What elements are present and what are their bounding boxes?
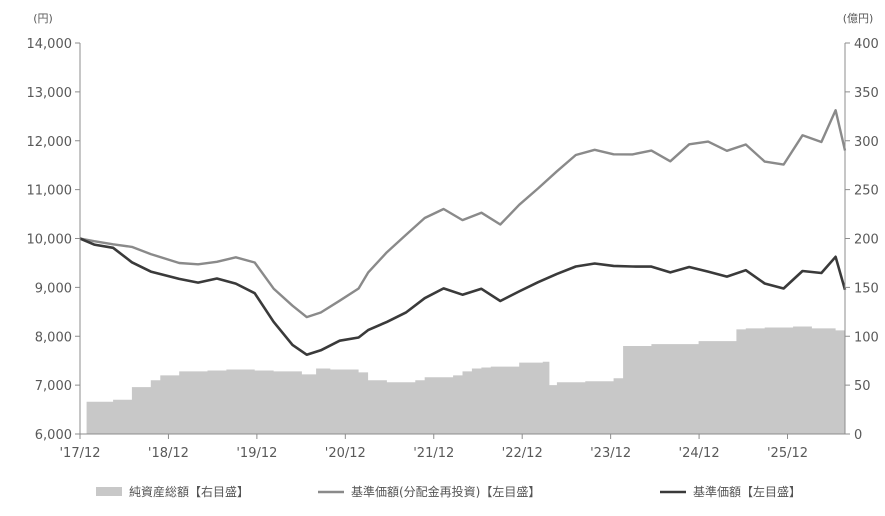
nav-line: [79, 237, 847, 356]
x-tick-label: '21/12: [413, 446, 454, 461]
right-tick-label: 150: [854, 281, 879, 296]
left-tick-label: 10,000: [27, 233, 73, 248]
right-tick-label: 250: [854, 184, 879, 199]
legend-label: 純資産総額【右目盛】: [129, 484, 249, 499]
x-tick-label: '22/12: [502, 446, 543, 461]
right-tick-label: 0: [854, 428, 862, 443]
net-assets-area: [80, 326, 845, 434]
left-tick-label: 7,000: [35, 379, 72, 394]
right-tick-label: 50: [854, 379, 871, 394]
right-axis-unit: (億円): [843, 12, 874, 25]
x-tick-label: '19/12: [236, 446, 277, 461]
axes: 6,000 7,000 8,000 9,000 10,000 11,000 12,000 13…: [27, 37, 879, 461]
left-tick-label: 12,000: [27, 135, 73, 150]
left-axis-unit: (円): [33, 12, 53, 25]
legend-label: 基準価額【左目盛】: [693, 484, 801, 499]
right-tick-label: 400: [854, 37, 879, 52]
right-tick-label: 300: [854, 135, 879, 150]
right-tick-label: 100: [854, 330, 879, 345]
left-tick-label: 11,000: [27, 184, 73, 199]
x-tick-label: '18/12: [148, 446, 189, 461]
right-tick-label: 350: [854, 86, 879, 101]
x-tick-label: '20/12: [325, 446, 366, 461]
left-tick-label: 9,000: [35, 281, 72, 296]
right-tick-label: 200: [854, 233, 879, 248]
legend: 純資産総額【右目盛】 基準価額(分配金再投資)【左目盛】 基準価額【左目盛】: [96, 484, 801, 499]
left-tick-label: 6,000: [35, 428, 72, 443]
reinvested-nav-line: [79, 109, 847, 319]
legend-label: 基準価額(分配金再投資)【左目盛】: [351, 484, 540, 499]
x-tick-label: '25/12: [767, 446, 808, 461]
x-tick-label: '23/12: [590, 446, 631, 461]
plot-area: [79, 109, 847, 434]
x-tick-label: '17/12: [59, 446, 100, 461]
left-tick-label: 8,000: [35, 330, 72, 345]
x-tick-label: '24/12: [679, 446, 720, 461]
left-tick-label: 14,000: [27, 37, 73, 52]
legend-swatch-area: [96, 487, 122, 496]
left-tick-label: 13,000: [27, 86, 73, 101]
